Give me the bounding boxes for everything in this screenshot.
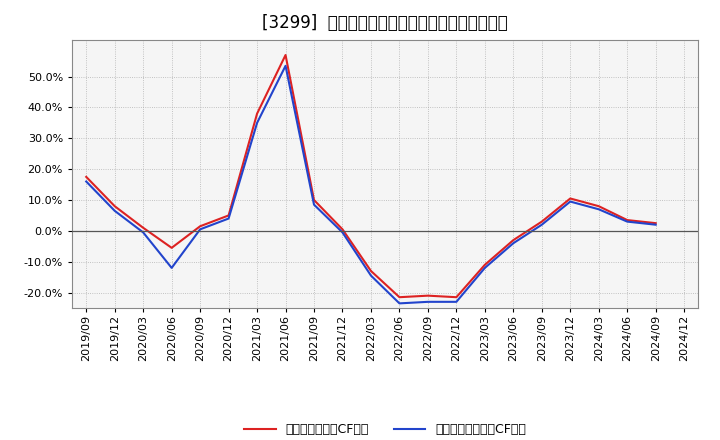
有利子負債営業CF比率 bbox=[282, 52, 290, 58]
有利子負債フリーCF比率 bbox=[366, 273, 375, 278]
有利子負債営業CF比率 bbox=[423, 293, 432, 298]
有利子負債営業CF比率 bbox=[652, 220, 660, 226]
有利子負債営業CF比率 bbox=[623, 217, 631, 223]
有利子負債フリーCF比率 bbox=[139, 230, 148, 235]
有利子負債営業CF比率 bbox=[110, 204, 119, 209]
有利子負債営業CF比率 bbox=[366, 268, 375, 274]
有利子負債フリーCF比率 bbox=[110, 208, 119, 213]
有利子負債営業CF比率 bbox=[225, 213, 233, 218]
有利子負債営業CF比率 bbox=[509, 238, 518, 243]
有利子負債営業CF比率 bbox=[395, 294, 404, 300]
有利子負債営業CF比率 bbox=[537, 219, 546, 224]
有利子負債フリーCF比率 bbox=[167, 265, 176, 271]
有利子負債フリーCF比率 bbox=[196, 227, 204, 232]
有利子負債営業CF比率 bbox=[167, 245, 176, 250]
有利子負債フリーCF比率 bbox=[282, 63, 290, 69]
有利子負債営業CF比率 bbox=[480, 262, 489, 268]
有利子負債営業CF比率 bbox=[310, 198, 318, 203]
有利子負債営業CF比率 bbox=[452, 294, 461, 300]
有利子負債フリーCF比率 bbox=[652, 222, 660, 227]
有利子負債営業CF比率 bbox=[338, 227, 347, 232]
有利子負債フリーCF比率 bbox=[566, 199, 575, 204]
有利子負債フリーCF比率 bbox=[623, 219, 631, 224]
有利子負債フリーCF比率 bbox=[509, 241, 518, 246]
有利子負債フリーCF比率 bbox=[310, 202, 318, 207]
Line: 有利子負債営業CF比率: 有利子負債営業CF比率 bbox=[86, 55, 656, 297]
有利子負債営業CF比率 bbox=[196, 224, 204, 229]
有利子負債フリーCF比率 bbox=[537, 222, 546, 227]
有利子負債営業CF比率 bbox=[253, 111, 261, 116]
有利子負債フリーCF比率 bbox=[395, 301, 404, 306]
Title: [3299]  有利子負倂キャッシュフロー比率の推移: [3299] 有利子負倂キャッシュフロー比率の推移 bbox=[262, 15, 508, 33]
有利子負債フリーCF比率 bbox=[253, 120, 261, 125]
有利子負債フリーCF比率 bbox=[423, 299, 432, 304]
有利子負債フリーCF比率 bbox=[338, 230, 347, 235]
有利子負債営業CF比率 bbox=[595, 204, 603, 209]
有利子負債フリーCF比率 bbox=[82, 179, 91, 184]
有利子負債営業CF比率 bbox=[82, 174, 91, 180]
Line: 有利子負債フリーCF比率: 有利子負債フリーCF比率 bbox=[86, 66, 656, 303]
有利子負債フリーCF比率 bbox=[225, 216, 233, 221]
有利子負債営業CF比率 bbox=[139, 225, 148, 231]
有利子負債営業CF比率 bbox=[566, 196, 575, 201]
Legend: 有利子負債営業CF比率, 有利子負債フリーCF比率: 有利子負債営業CF比率, 有利子負債フリーCF比率 bbox=[239, 418, 531, 440]
有利子負債フリーCF比率 bbox=[480, 265, 489, 271]
有利子負債フリーCF比率 bbox=[595, 207, 603, 212]
有利子負債フリーCF比率 bbox=[452, 299, 461, 304]
